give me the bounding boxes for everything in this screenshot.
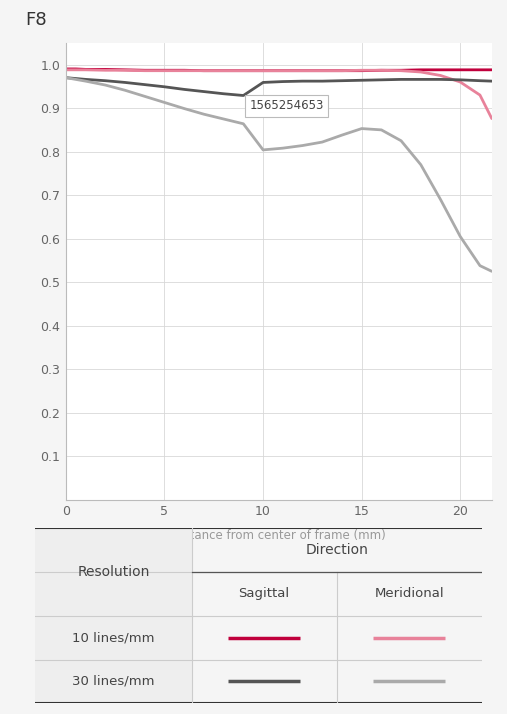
Text: Sagittal: Sagittal: [239, 588, 289, 600]
Text: F8: F8: [25, 11, 47, 29]
Text: Meridional: Meridional: [374, 588, 444, 600]
X-axis label: Distance from center of frame (mm): Distance from center of frame (mm): [171, 530, 386, 543]
Bar: [35, 528, 192, 703]
Text: Resolution: Resolution: [78, 565, 150, 579]
Text: Direction: Direction: [305, 543, 368, 557]
Text: 1565254653: 1565254653: [249, 99, 323, 112]
Text: 30 lines/mm: 30 lines/mm: [73, 675, 155, 688]
Text: 10 lines/mm: 10 lines/mm: [73, 631, 155, 644]
